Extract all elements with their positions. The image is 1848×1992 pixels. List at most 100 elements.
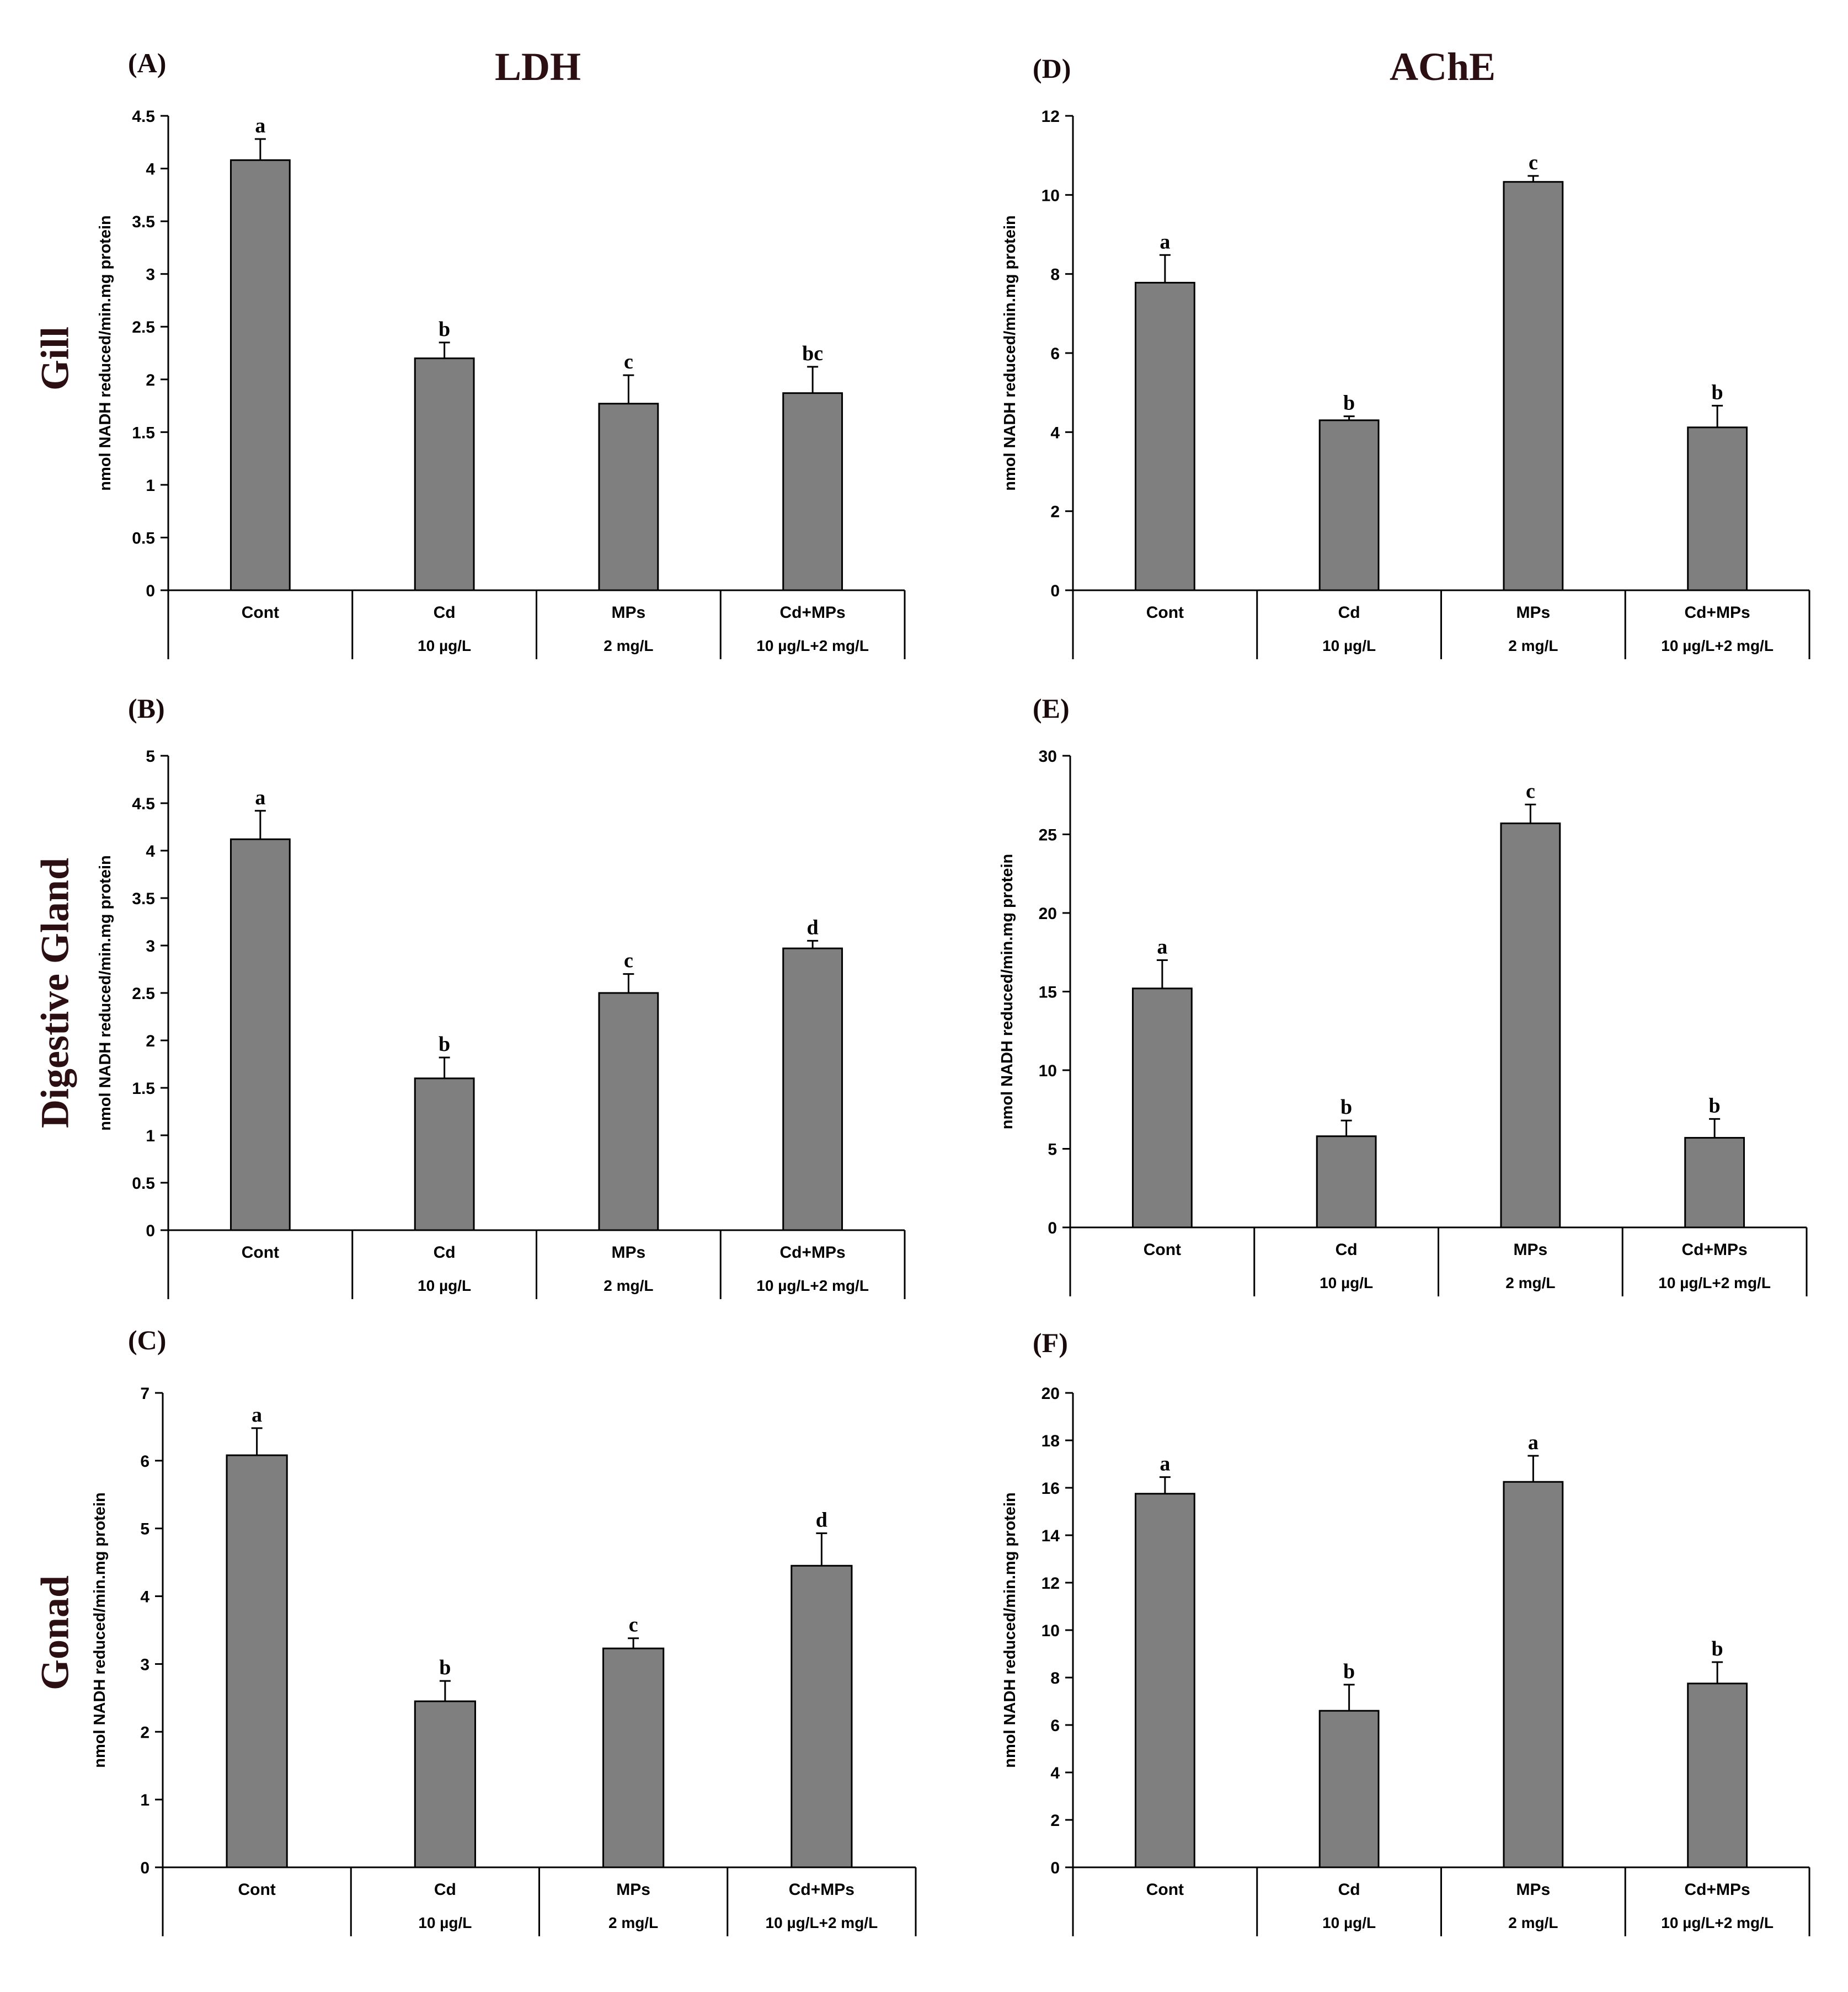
y-tick-label: 6 bbox=[140, 1452, 149, 1471]
y-tick-label: 4.5 bbox=[132, 795, 155, 813]
y-axis-title: nmol NADH reduced/min.mg protein bbox=[998, 854, 1016, 1129]
bar bbox=[1687, 1683, 1748, 1868]
y-tick-label: 3 bbox=[146, 937, 155, 955]
y-axis-title: nmol NADH reduced/min.mg protein bbox=[97, 855, 114, 1130]
significance-letter: d bbox=[816, 1508, 827, 1531]
x-category-sublabel: 10 µg/L+2 mg/L bbox=[756, 1277, 869, 1294]
significance-letter: b bbox=[439, 1656, 451, 1679]
panel-label-a: (A) bbox=[128, 47, 167, 78]
chart-e-ache-digestive-gland: 0 5 10 15 20 25 30 nmol NADH reduced/min.mg pro… bbox=[998, 747, 1808, 1296]
row-title-gonad: Gonad bbox=[33, 1575, 77, 1691]
x-category-label: Cd+MPs bbox=[789, 1881, 854, 1899]
y-tick-label: 8 bbox=[1050, 266, 1060, 284]
panel-label-d: (D) bbox=[1033, 53, 1071, 84]
x-category-label: MPs bbox=[612, 1243, 646, 1262]
chart-c-ldh-gonad: 0 1 2 3 4 5 6 7 nmol NADH reduced/min.mg protein… bbox=[91, 1385, 917, 1936]
y-tick-label: 20 bbox=[1039, 905, 1057, 923]
column-title-ache: AChE bbox=[1389, 45, 1496, 89]
x-category-label: Cd+MPs bbox=[1685, 1881, 1750, 1899]
x-category-label: Cd+MPs bbox=[1682, 1241, 1748, 1259]
bar bbox=[1131, 987, 1193, 1229]
significance-letter: c bbox=[1526, 779, 1535, 803]
x-category-sublabel: 10 µg/L+2 mg/L bbox=[1658, 1274, 1771, 1291]
y-tick-label: 2 bbox=[1050, 503, 1060, 521]
bar bbox=[598, 992, 659, 1231]
y-tick-label: 4.5 bbox=[132, 108, 155, 126]
panel-label-f: (F) bbox=[1033, 1327, 1068, 1358]
x-category-sublabel: 10 µg/L bbox=[1322, 1914, 1376, 1931]
bar bbox=[414, 1077, 475, 1231]
x-category-label: Cont bbox=[1144, 1241, 1181, 1259]
panel-label-b: (B) bbox=[128, 693, 165, 724]
column-title-ldh: LDH bbox=[494, 45, 581, 89]
y-tick-label: 0 bbox=[1048, 1219, 1057, 1237]
x-category-label: Cd bbox=[1338, 1881, 1360, 1899]
y-tick-label: 16 bbox=[1041, 1480, 1060, 1498]
x-category-label: Cont bbox=[242, 604, 279, 622]
significance-letter: a bbox=[1160, 1452, 1170, 1476]
y-tick-label: 18 bbox=[1041, 1432, 1060, 1450]
x-category-label: MPs bbox=[1516, 1881, 1551, 1899]
y-tick-label: 2 bbox=[140, 1723, 149, 1742]
row-title-digestive-gland: Digestive Gland bbox=[33, 857, 77, 1129]
row-title-gill: Gill bbox=[33, 326, 77, 391]
y-tick-label: 10 bbox=[1041, 186, 1060, 205]
y-tick-label: 12 bbox=[1041, 1574, 1060, 1593]
x-category-label: Cd bbox=[434, 604, 456, 622]
panel-label-c: (C) bbox=[128, 1325, 167, 1355]
significance-letter: a bbox=[1157, 936, 1167, 959]
y-tick-label: 0 bbox=[146, 582, 155, 600]
y-tick-label: 0.5 bbox=[132, 1174, 155, 1193]
y-tick-label: 8 bbox=[1050, 1669, 1060, 1687]
x-category-label: Cd bbox=[1336, 1241, 1358, 1259]
y-tick-label: 1 bbox=[146, 1127, 155, 1145]
significance-letter: a bbox=[1160, 230, 1170, 253]
y-tick-label: 3 bbox=[146, 266, 155, 284]
y-tick-label: 1.5 bbox=[132, 424, 155, 442]
significance-letter: b bbox=[1343, 392, 1355, 415]
bar bbox=[1316, 1135, 1377, 1229]
x-category-label: Cd+MPs bbox=[1685, 604, 1750, 622]
significance-letter: b bbox=[439, 1033, 450, 1056]
x-category-sublabel: 10 µg/L bbox=[418, 1914, 472, 1931]
significance-letter: b bbox=[1343, 1660, 1355, 1683]
significance-letter: b bbox=[1712, 381, 1723, 404]
y-tick-label: 3.5 bbox=[132, 213, 155, 231]
y-tick-label: 6 bbox=[1050, 345, 1060, 363]
x-category-sublabel: 10 µg/L bbox=[418, 1277, 471, 1294]
significance-letter: c bbox=[624, 350, 633, 373]
y-tick-label: 4 bbox=[140, 1588, 149, 1606]
significance-letter: d bbox=[807, 916, 819, 939]
y-tick-label: 2 bbox=[1050, 1812, 1060, 1830]
x-category-label: MPs bbox=[616, 1881, 650, 1899]
bar bbox=[1134, 281, 1195, 591]
x-category-sublabel: 10 µg/L+2 mg/L bbox=[1661, 637, 1774, 654]
bar bbox=[1687, 426, 1748, 591]
x-category-sublabel: 10 µg/L+2 mg/L bbox=[766, 1914, 878, 1931]
x-category-label: MPs bbox=[612, 604, 646, 622]
bar bbox=[1684, 1137, 1745, 1229]
chart-a-ldh-gill: 0 0.5 1 1.5 2 2.5 3 3.5 4 4.5 nmol NADH reduced/mi… bbox=[97, 108, 906, 659]
x-category-sublabel: 2 mg/L bbox=[1508, 637, 1558, 654]
x-category-sublabel: 10 µg/L bbox=[418, 637, 471, 654]
significance-letter: c bbox=[624, 949, 633, 973]
x-category-sublabel: 2 mg/L bbox=[608, 1914, 658, 1931]
x-category-sublabel: 10 µg/L bbox=[1320, 1274, 1373, 1291]
significance-letter: c bbox=[629, 1614, 638, 1637]
bar bbox=[791, 1564, 853, 1868]
x-category-label: Cont bbox=[242, 1243, 279, 1262]
x-category-sublabel: 10 µg/L+2 mg/L bbox=[1661, 1914, 1774, 1931]
x-category-sublabel: 10 µg/L bbox=[1322, 637, 1376, 654]
bar bbox=[1503, 1481, 1564, 1868]
bar bbox=[1500, 823, 1561, 1229]
y-tick-label: 0 bbox=[1050, 1859, 1060, 1877]
x-category-sublabel: 2 mg/L bbox=[603, 1277, 653, 1294]
bar bbox=[414, 1700, 476, 1868]
y-tick-label: 0 bbox=[146, 1222, 155, 1240]
bar bbox=[1318, 1710, 1380, 1868]
significance-letter: c bbox=[1529, 151, 1538, 174]
significance-letter: b bbox=[439, 318, 450, 341]
x-category-sublabel: 10 µg/L+2 mg/L bbox=[756, 637, 869, 654]
y-tick-label: 12 bbox=[1041, 108, 1060, 126]
bar bbox=[226, 1454, 288, 1868]
